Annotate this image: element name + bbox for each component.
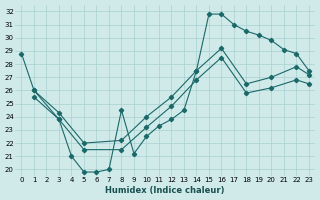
X-axis label: Humidex (Indice chaleur): Humidex (Indice chaleur) — [106, 186, 225, 195]
